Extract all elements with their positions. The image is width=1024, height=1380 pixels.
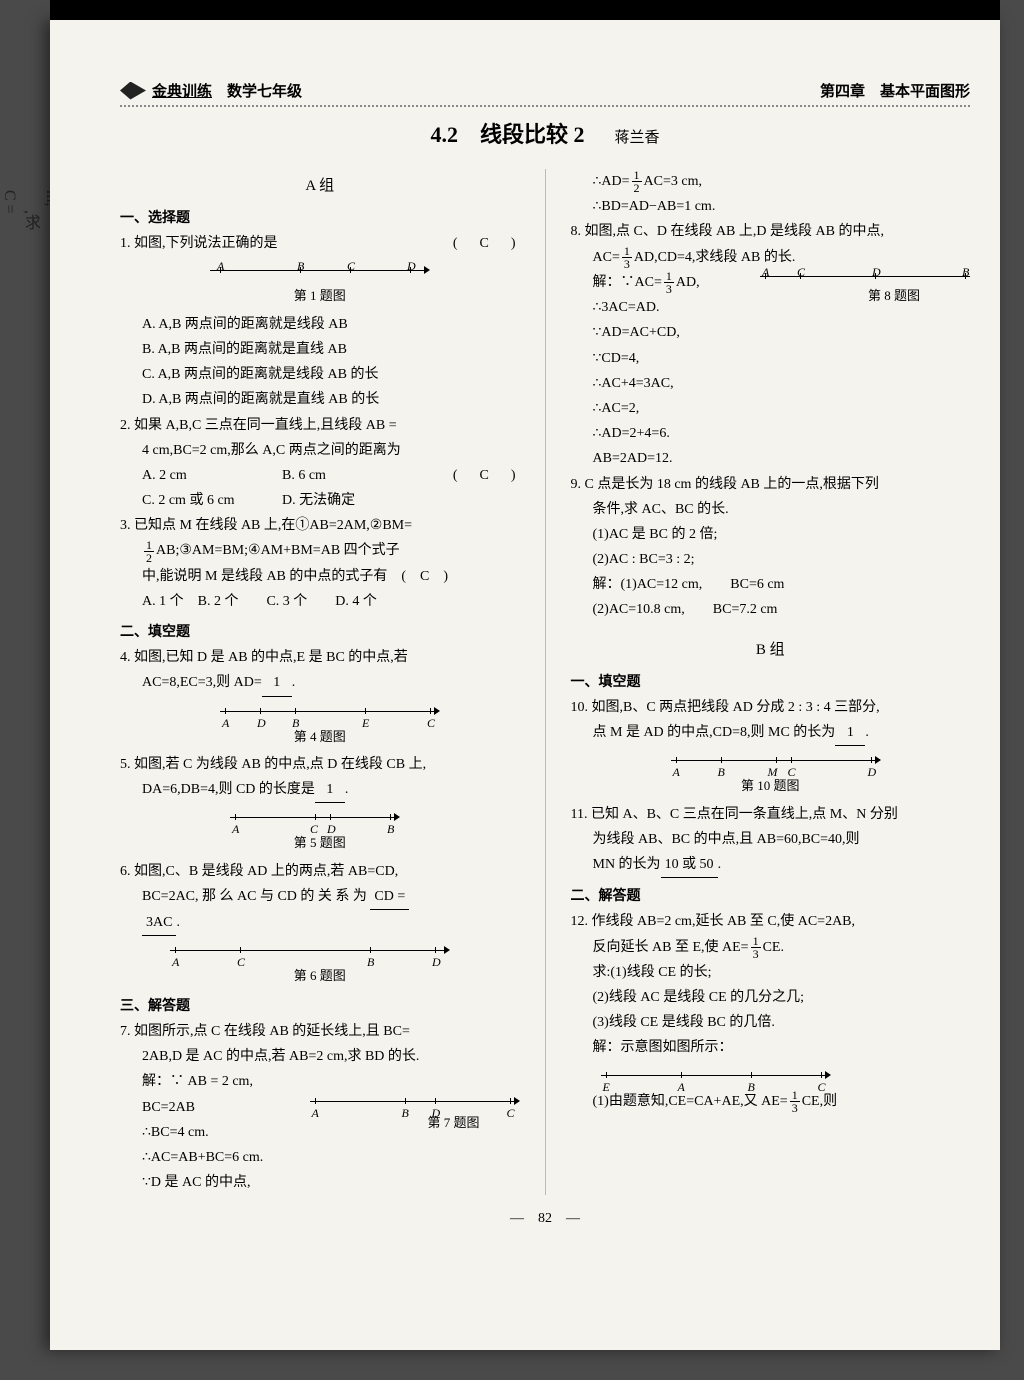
right-column: ∴AD=12AC=3 cm, ∴BD=AD−AB=1 cm. 8. 如图,点 C…: [571, 169, 971, 1195]
group-b-label: B 组: [571, 637, 971, 664]
q10-answer: 1: [835, 720, 865, 746]
q7-figure: A B D C: [310, 1091, 520, 1111]
q4-figure: A D B E C: [220, 701, 440, 721]
q9-answer-1: 解：(1)AC=12 cm, BC=6 cm: [571, 572, 971, 597]
q5-answer: 1: [315, 777, 345, 803]
sec-solve: 三、解答题: [120, 994, 520, 1019]
question-9: 9. C 点是长为 18 cm 的线段 AB 上的一点,根据下列: [571, 472, 971, 497]
subject: 数学七年级: [227, 84, 302, 100]
q4-answer: 1: [262, 670, 292, 696]
q1-figure: A B C D: [210, 260, 430, 280]
sec-b-fill: 一、填空题: [571, 670, 971, 695]
sec-fill: 二、填空题: [120, 620, 520, 645]
q6-figure: A C B D: [170, 940, 450, 960]
question-12: 12. 作线段 AB=2 cm,延长 AB 至 C,使 AC=2AB,: [571, 909, 971, 934]
question-1: 1. 如图,下列说法正确的是 ( C ): [120, 231, 520, 256]
question-2: 2. 如果 A,B,C 三点在同一直线上,且线段 AB =: [120, 413, 520, 438]
logo-icon: [120, 82, 146, 100]
author: 蒋兰香: [615, 126, 660, 147]
series-name: 金典训练: [152, 84, 212, 100]
q6-answer: CD =: [370, 884, 409, 910]
page-number: — 82 —: [120, 1207, 970, 1227]
q8-figure: A C D B: [760, 266, 970, 286]
question-11: 11. 已知 A、B、C 三点在同一条直线上,点 M、N 分别: [571, 802, 971, 827]
question-7: 7. 如图所示,点 C 在线段 AB 的延长线上,且 BC=: [120, 1019, 520, 1044]
page-header: 金典训练 数学七年级 第四章 基本平面图形: [120, 80, 970, 107]
question-3: 3. 已知点 M 在线段 AB 上,在①AB=2AM,②BM=: [120, 513, 520, 538]
question-6: 6. 如图,C、B 是线段 AD 上的两点,若 AB=CD,: [120, 859, 520, 884]
q1-answer: ( C ): [453, 231, 520, 256]
group-a-label: A 组: [120, 173, 520, 200]
q5-figure: A C D B: [230, 807, 400, 827]
page: 金典训练 数学七年级 第四章 基本平面图形 4.2 线段比较 2 蒋兰香 A 组…: [50, 20, 1000, 1350]
q10-figure: A B M C D: [671, 750, 881, 770]
question-4: 4. 如图,已知 D 是 AB 的中点,E 是 BC 的中点,若: [120, 645, 520, 670]
q2-answer: ( C ): [453, 463, 520, 488]
section-title: 4.2 线段比较 2 蒋兰香: [120, 117, 970, 149]
left-column: A 组 一、选择题 1. 如图,下列说法正确的是 ( C ) A B C D 第…: [120, 169, 520, 1195]
q11-answer: 10 或 50: [661, 852, 718, 878]
question-8: 8. 如图,点 C、D 在线段 AB 上,D 是线段 AB 的中点,: [571, 219, 971, 244]
sec-choice: 一、选择题: [120, 206, 520, 231]
question-10: 10. 如图,B、C 两点把线段 AD 分成 2 : 3 : 4 三部分,: [571, 695, 971, 720]
q9-answer-2: (2)AC=10.8 cm, BC=7.2 cm: [571, 597, 971, 622]
sec-b-solve: 二、解答题: [571, 884, 971, 909]
q12-figure: E A B C: [601, 1065, 831, 1085]
chapter: 第四章 基本平面图形: [820, 80, 970, 101]
question-5: 5. 如图,若 C 为线段 AB 的中点,点 D 在线段 CB 上,: [120, 752, 520, 777]
